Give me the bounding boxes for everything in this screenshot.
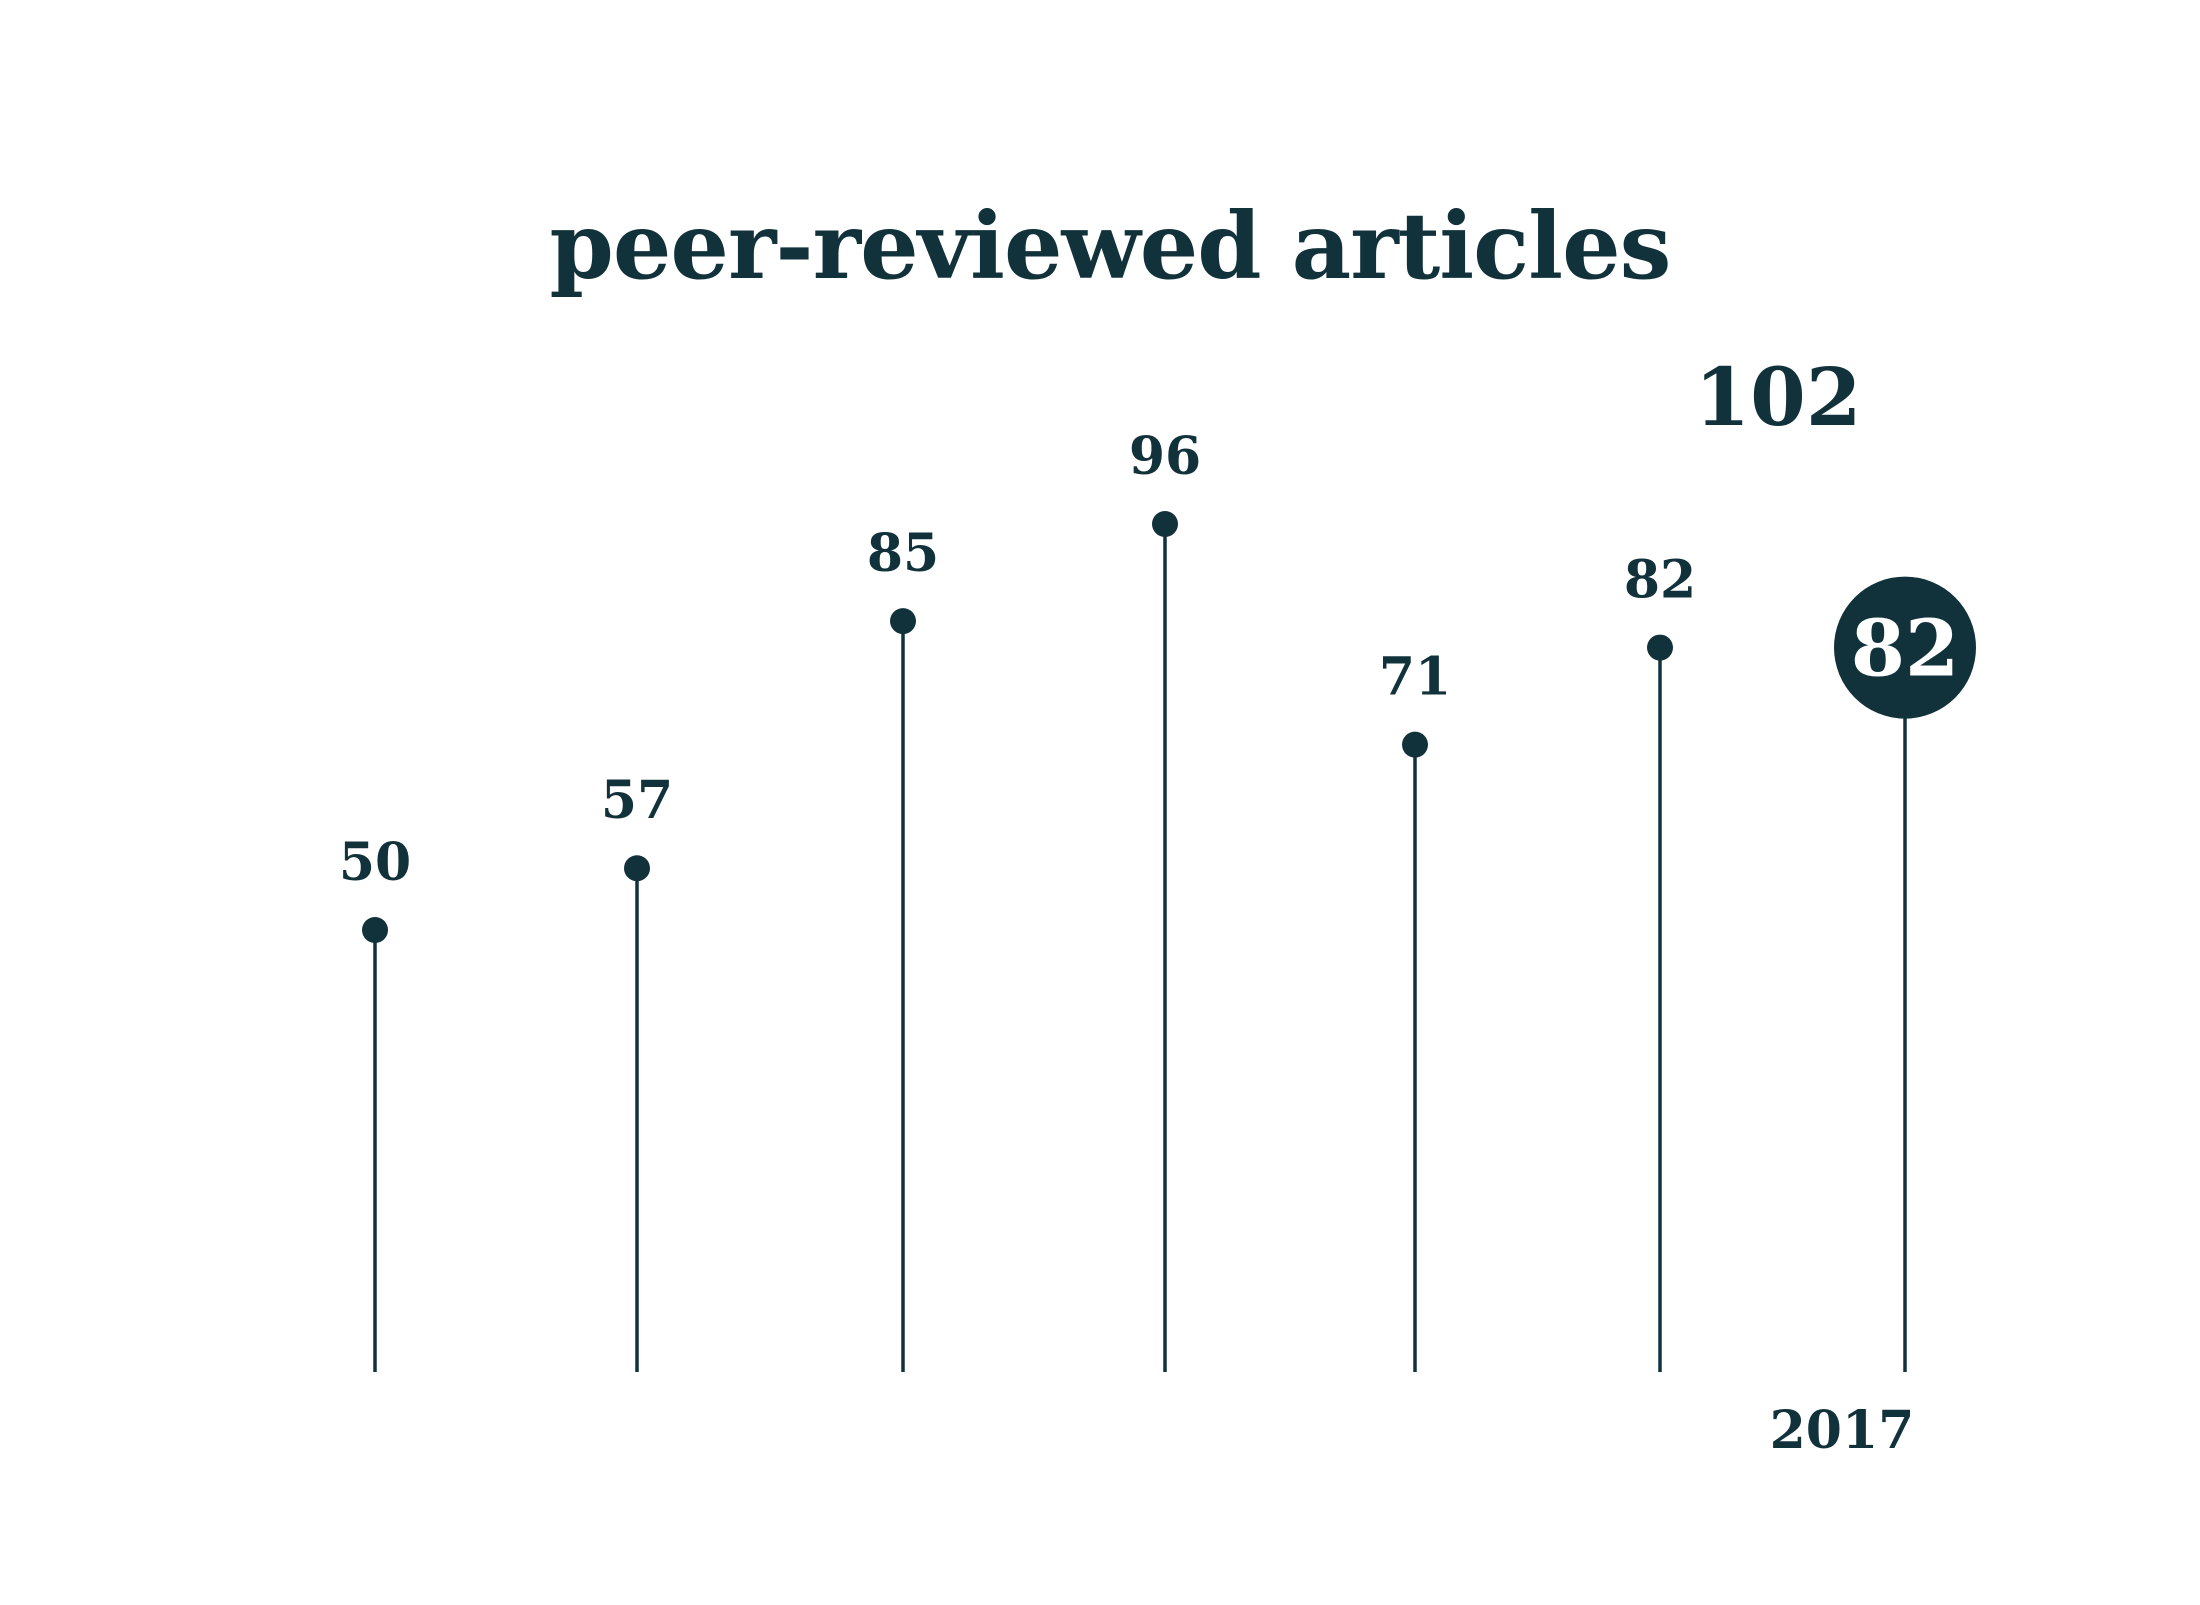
value-label: 71 — [1379, 647, 1451, 708]
value-label: 57 — [601, 770, 673, 831]
highlight-year-label: 2017 — [1770, 1400, 1915, 1461]
data-point — [890, 608, 916, 635]
data-point — [362, 917, 388, 943]
data-point — [1647, 634, 1673, 661]
value-label: 82 — [1624, 550, 1696, 611]
data-point — [1402, 731, 1428, 758]
data-point — [1152, 511, 1178, 537]
data-point — [624, 855, 650, 882]
chart-title: peer-reviewed articles — [550, 192, 1671, 300]
value-label: 85 — [867, 523, 939, 584]
value-label: 96 — [1129, 426, 1201, 487]
annotation-label: 102 — [1695, 350, 1862, 444]
value-label: 50 — [339, 832, 411, 893]
highlight-bubble — [1834, 576, 1976, 719]
chart-marks: 50 57 85 96 71 82 82 — [339, 426, 1976, 1372]
highlight-value-label: 82 — [1851, 604, 1960, 695]
